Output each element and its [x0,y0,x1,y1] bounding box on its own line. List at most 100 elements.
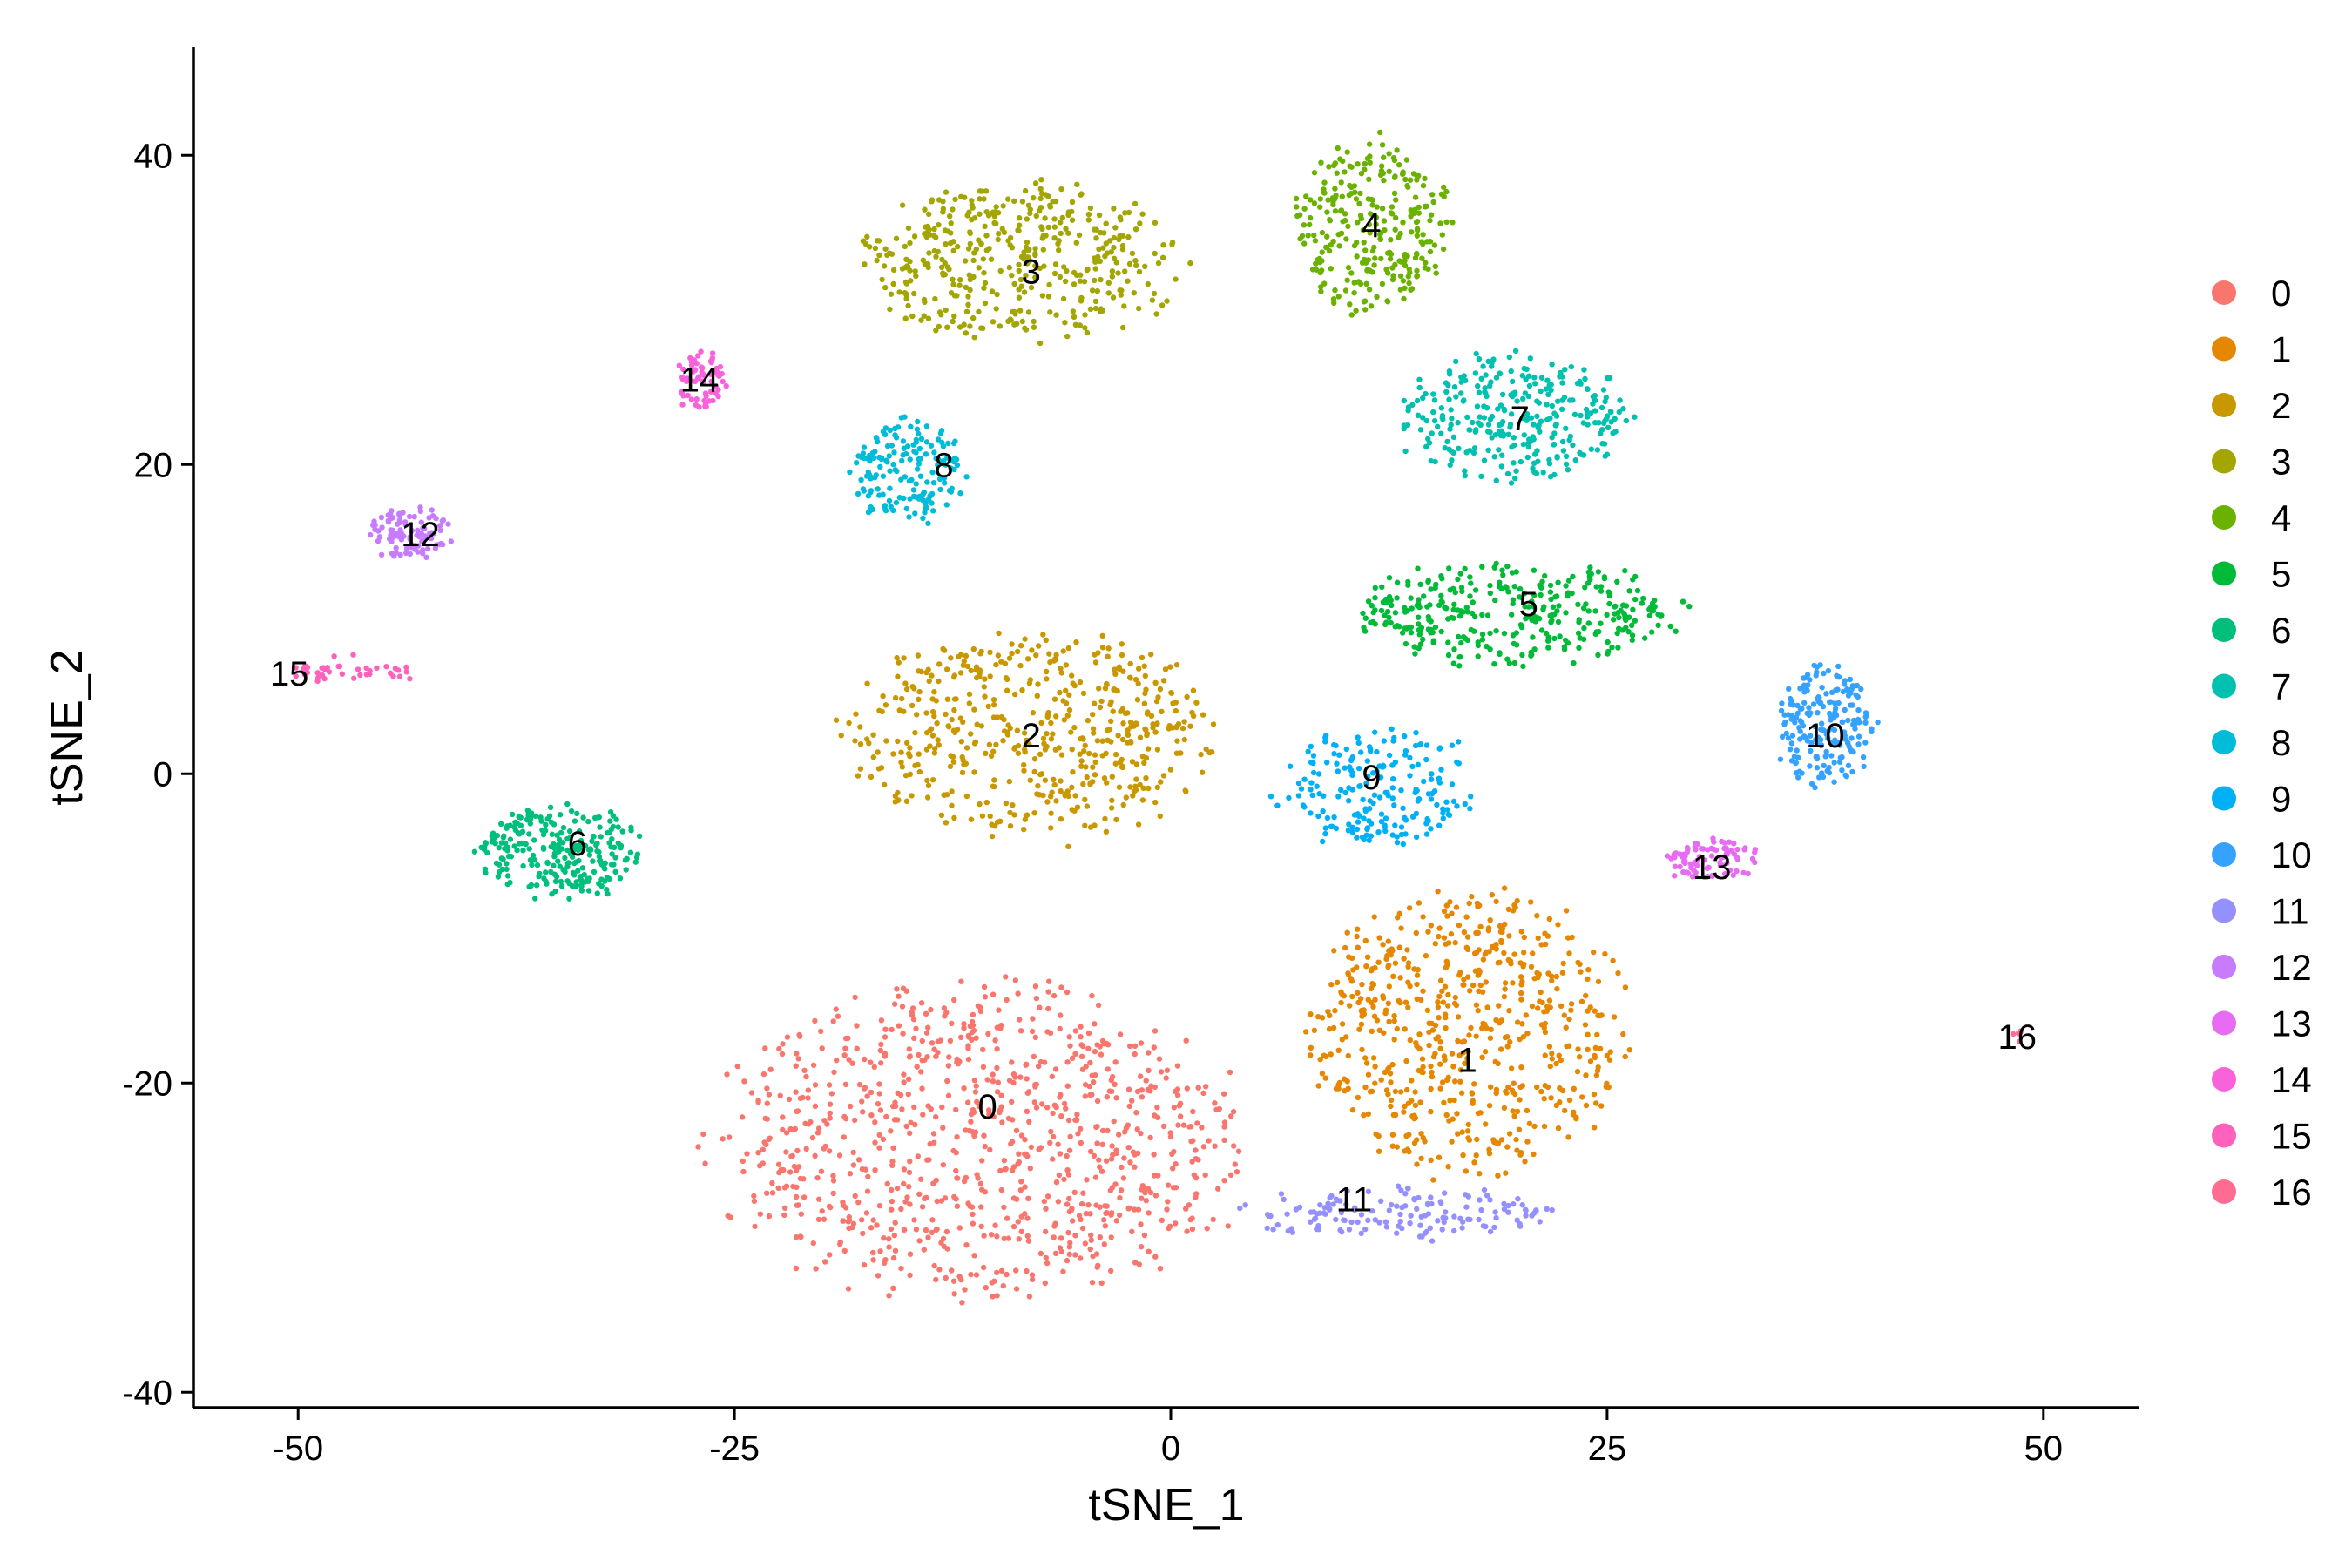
data-point [925,264,931,271]
data-point [1341,993,1348,999]
data-point [1004,732,1011,738]
data-point [1465,974,1471,980]
data-point [911,1217,917,1223]
data-point [877,1047,883,1054]
data-point [1480,363,1486,369]
data-point [1032,263,1038,269]
data-point [574,810,580,817]
data-point [870,1257,876,1263]
data-point [1151,1044,1158,1051]
data-point [589,838,595,844]
data-point [876,1091,882,1097]
data-point [1383,956,1389,963]
data-point [1058,220,1064,226]
data-point [1371,262,1377,268]
data-point [1050,1156,1056,1162]
data-point [1576,645,1582,651]
data-point [1108,739,1114,745]
data-point [951,814,957,821]
data-point [1048,810,1054,816]
data-point [887,485,893,491]
data-point [1639,600,1646,606]
data-point [971,1253,977,1259]
data-point [767,1066,774,1072]
data-point [1506,660,1513,666]
data-point [1212,1143,1218,1149]
data-point [967,229,973,235]
data-point [1166,1225,1172,1232]
data-point [1085,211,1092,218]
data-point [963,793,970,800]
data-point [1796,768,1803,774]
data-point [1094,1140,1100,1146]
data-point [847,469,853,476]
data-point [1475,639,1481,645]
data-point [1130,1149,1137,1155]
data-point [701,397,707,404]
data-point [1022,636,1028,642]
data-point [1819,770,1825,776]
data-point [950,206,956,213]
data-point [1155,1173,1161,1179]
data-point [1363,832,1370,838]
data-point [1349,1107,1356,1113]
data-point [1116,1212,1123,1219]
data-point [929,1229,936,1236]
data-point [1593,1100,1599,1106]
data-point [402,522,409,528]
data-point [948,489,955,495]
data-point [1543,630,1550,637]
cluster-10-points [1777,662,1881,791]
data-point [1154,784,1161,790]
data-point [1105,645,1112,652]
data-point [1471,445,1478,451]
data-point [1549,435,1555,441]
data-point [877,463,883,470]
data-point [1472,587,1479,593]
data-point [1289,1229,1296,1235]
data-point [954,1203,961,1209]
data-point [944,1078,950,1085]
data-point [918,1176,924,1182]
data-point [1797,706,1803,712]
data-point [1077,751,1083,757]
data-point [1052,1220,1058,1227]
data-point [1512,1091,1518,1098]
data-point [1313,260,1319,267]
data-point [1514,897,1520,904]
data-point [1004,1271,1010,1278]
data-point [1029,647,1035,653]
data-point [888,1226,895,1233]
data-point [1625,629,1632,635]
data-point [1534,413,1540,419]
data-point [1051,696,1058,702]
data-point [1134,697,1141,703]
data-point [1453,1002,1460,1009]
data-point [860,486,867,492]
data-point [1105,1127,1111,1134]
data-point [1431,242,1438,248]
data-point [1377,774,1384,781]
data-point [1186,1202,1193,1208]
data-point [1592,1044,1599,1051]
data-point [970,314,977,321]
data-point [1734,868,1740,875]
data-point [1487,917,1493,923]
data-point [1528,649,1534,656]
data-point [551,821,558,828]
data-point [1028,1144,1035,1151]
data-point [1345,828,1352,834]
data-point [1200,1090,1206,1097]
data-point [1357,280,1364,287]
data-point [585,875,591,882]
data-point [1370,800,1376,807]
data-point [1842,681,1848,687]
data-point [560,824,567,831]
data-point [1397,1211,1403,1218]
cluster-label-14: 14 [680,362,720,400]
data-point [1606,600,1612,607]
data-point [407,676,413,682]
data-point [1010,1071,1017,1078]
data-point [1563,1024,1569,1031]
data-point [1043,1254,1050,1261]
